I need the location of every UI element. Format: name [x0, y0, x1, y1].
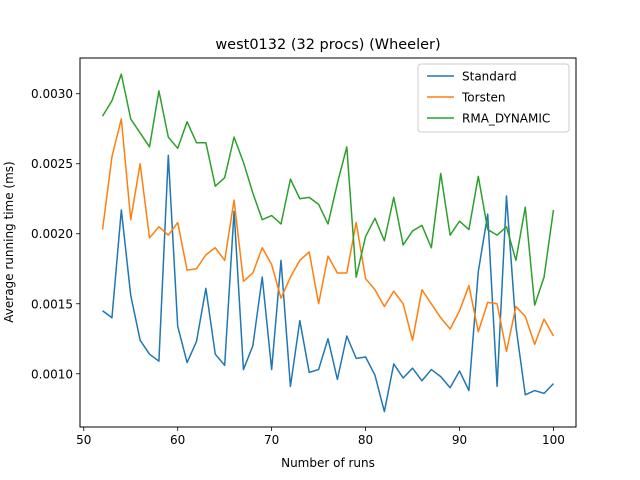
- plot-area: [101, 73, 555, 413]
- x-axis: 50 60 70 80 90 100: [76, 427, 565, 447]
- x-tick-label: 70: [264, 433, 279, 447]
- chart-title: west0132 (32 procs) (Wheeler): [215, 37, 440, 53]
- series-line-standard: [102, 154, 554, 413]
- series-line-rma-dynamic: [101, 73, 555, 306]
- series-line-torsten: [101, 118, 555, 353]
- legend-box: [417, 63, 570, 133]
- axes-frame: [79, 57, 577, 428]
- x-tick-label: 60: [170, 433, 185, 447]
- legend-label: Torsten: [461, 91, 506, 105]
- legend-label: RMA_DYNAMIC: [462, 112, 550, 126]
- x-axis-label: Number of runs: [281, 456, 375, 470]
- y-tick-label: 0.0025: [31, 157, 73, 171]
- legend: Standard Torsten RMA_DYNAMIC: [417, 63, 570, 133]
- y-tick-label: 0.0030: [31, 87, 73, 101]
- y-axis-label: Average running time (ms): [2, 161, 16, 322]
- x-tick-label: 80: [358, 433, 373, 447]
- x-tick-label: 50: [76, 433, 91, 447]
- y-tick-label: 0.0010: [31, 367, 73, 381]
- y-tick-label: 0.0020: [31, 227, 73, 241]
- x-tick-label: 100: [542, 433, 565, 447]
- legend-label: Standard: [462, 70, 517, 84]
- y-tick-label: 0.0015: [31, 297, 73, 311]
- x-tick-label: 90: [452, 433, 467, 447]
- y-axis: 0.0010 0.0015 0.0020 0.0025 0.0030: [31, 87, 80, 381]
